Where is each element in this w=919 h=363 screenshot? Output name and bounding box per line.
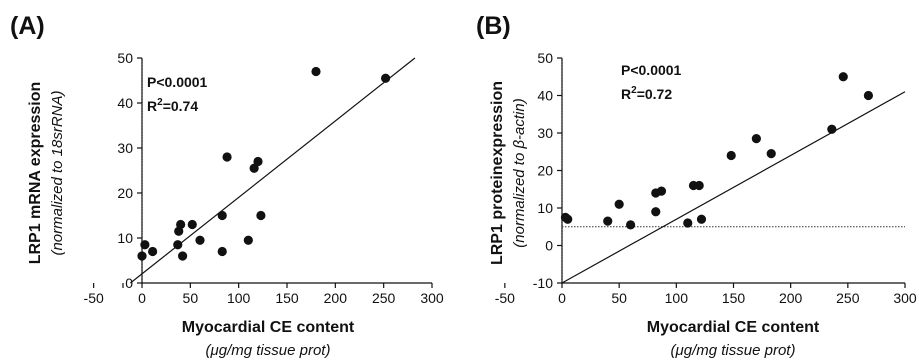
- panel-a-data-point: [173, 240, 183, 250]
- panel-a-data-point: [178, 251, 188, 261]
- panel-b-y-tick-label: 50: [537, 50, 553, 66]
- panel-a-data-point: [140, 240, 150, 250]
- panel-b-p-value: P<0.0001: [621, 62, 682, 78]
- panel-a-y-tick-label: 10: [117, 230, 133, 246]
- panel-a-y-axis-label: LRP1 mRNA expression: [27, 82, 44, 265]
- panel-b-y-axis-label: LRP1 proteinexpression: [489, 81, 506, 265]
- panel-a-data-point: [217, 246, 227, 257]
- panel-a-data-point: [243, 235, 253, 245]
- panel-a-x-tick-label: 300: [420, 290, 444, 306]
- panel-a-y-tick-label: 0: [125, 275, 133, 291]
- panel-b-x-tick-label: 100: [665, 290, 689, 306]
- panel-b: (B) -50 0 50 100 150 200 250 300 -10 0 10 20 30 40 50…: [476, 12, 917, 359]
- panel-a-y-tick-label: 40: [117, 95, 133, 111]
- panel-b-data-point: [626, 220, 636, 230]
- panel-a-x-tick-label: 200: [324, 290, 348, 306]
- panel-a-regression-line: [130, 57, 416, 284]
- panel-a-data-point: [195, 235, 205, 245]
- panel-a-data-point: [222, 152, 232, 162]
- panel-b-data-point: [694, 180, 704, 191]
- panel-b-y-tick-label: 30: [537, 125, 553, 141]
- panel-b-data-point: [651, 207, 661, 217]
- panel-b-points: [560, 72, 874, 230]
- panel-b-data-point: [683, 218, 693, 228]
- panel-b-y-tick-label: 40: [537, 88, 553, 104]
- panel-a-x-tick-label: 150: [275, 290, 299, 306]
- panel-b-x-tick-label: 0: [558, 290, 566, 306]
- panel-a-x-tick-label: 100: [227, 290, 251, 306]
- panel-a-r-squared-value: =0.74: [163, 98, 199, 114]
- panel-a-data-point: [217, 210, 227, 221]
- panel-a-r-squared-sup: 2: [157, 97, 163, 108]
- panel-a-x-tick-label: 250: [372, 290, 396, 306]
- panel-b-data-point: [766, 149, 776, 159]
- panel-b-data-point: [696, 214, 707, 224]
- panel-b-y-tick-label: 20: [537, 163, 553, 179]
- panel-b-x-ticks: -50 0 50 100 150 200 250 300: [495, 283, 917, 306]
- panel-b-data-point: [656, 186, 667, 196]
- panel-a-data-point: [148, 246, 158, 257]
- panel-a-data-point: [311, 66, 321, 77]
- panel-b-data-point: [563, 214, 573, 224]
- panel-a-data-point: [187, 219, 197, 230]
- panel-b-x-tick-label: 300: [893, 290, 917, 306]
- panel-a-data-point: [253, 156, 263, 167]
- panel-a-data-point: [256, 210, 266, 221]
- panel-b-r-squared-value: =0.72: [637, 86, 673, 102]
- panel-a-y-tick-label: 50: [117, 50, 133, 66]
- panel-a-data-point: [381, 73, 391, 83]
- panel-b-regression: [561, 91, 906, 284]
- panel-a: (A) -50 0 50 100 150 200 250 300 0 10 20 30 40 50 P<…: [10, 12, 444, 359]
- panel-b-reference-lines: [561, 58, 905, 283]
- panel-a-points: [137, 66, 391, 261]
- panel-a-y-tick-label: 20: [117, 185, 133, 201]
- panel-a-regression: [130, 57, 416, 284]
- panel-a-x-tick-label: 0: [138, 290, 146, 306]
- panel-b-y-axis-unit-prefix: (normalized to: [511, 149, 528, 248]
- panel-a-x-tick-label: 50: [183, 290, 199, 306]
- panel-b-regression-line: [561, 91, 906, 284]
- panel-b-label: (B): [476, 12, 511, 40]
- panel-a-x-axis-unit: (μg/mg tissue prot): [206, 342, 331, 359]
- panel-b-x-tick-label: 50: [611, 290, 627, 306]
- panel-a-y-ticks: 0 10 20 30 40 50: [117, 50, 142, 291]
- panel-b-x-tick-label: -50: [495, 290, 515, 306]
- panel-a-x-axis-label: Myocardial CE content: [182, 319, 355, 336]
- panel-b-data-point: [614, 199, 624, 209]
- panel-a-r-squared: R2=0.74: [147, 97, 198, 114]
- panel-a-label: (A): [10, 12, 45, 40]
- panel-b-y-axis-unit-suffix: -actin): [511, 98, 528, 140]
- panel-b-data-point: [827, 124, 837, 134]
- panel-a-y-tick-label: 30: [117, 140, 133, 156]
- panel-b-y-tick-label: -10: [533, 275, 553, 291]
- panel-b-r-squared-prefix: R: [621, 86, 631, 102]
- panel-b-data-point: [751, 134, 761, 144]
- panel-a-x-tick-label: -50: [84, 290, 104, 306]
- panel-b-x-axis-unit: (μg/mg tissue prot): [671, 342, 796, 359]
- panel-b-r-squared: R2=0.72: [621, 85, 672, 102]
- panel-b-data-point: [603, 216, 613, 226]
- panel-b-x-tick-label: 200: [779, 290, 803, 306]
- panel-a-data-point: [176, 219, 186, 230]
- panel-b-y-tick-label: 10: [537, 200, 553, 216]
- panel-b-y-axis-unit: (normalized to β-actin): [511, 98, 528, 247]
- panel-a-data-point: [249, 163, 259, 173]
- panel-a-data-point: [137, 251, 147, 261]
- panel-b-data-point: [726, 150, 736, 161]
- panel-b-y-ticks: -10 0 10 20 30 40 50: [533, 50, 562, 291]
- panel-b-data-point: [863, 90, 874, 101]
- panel-a-x-ticks: -50 0 50 100 150 200 250 300: [84, 283, 444, 306]
- panel-b-x-axis-label: Myocardial CE content: [647, 319, 820, 336]
- panel-a-r-squared-prefix: R: [147, 98, 157, 114]
- panel-b-r-squared-sup: 2: [631, 85, 637, 96]
- panel-b-y-axis-unit-greek: β: [511, 140, 528, 150]
- panel-b-y-tick-label: 0: [545, 238, 553, 254]
- panel-b-x-tick-label: 250: [836, 290, 860, 306]
- panel-a-p-value: P<0.0001: [147, 74, 208, 90]
- panel-a-y-axis-unit: (normalized to 18srRNA): [49, 90, 66, 255]
- panel-b-data-point: [838, 72, 848, 82]
- panel-b-x-tick-label: 150: [722, 290, 746, 306]
